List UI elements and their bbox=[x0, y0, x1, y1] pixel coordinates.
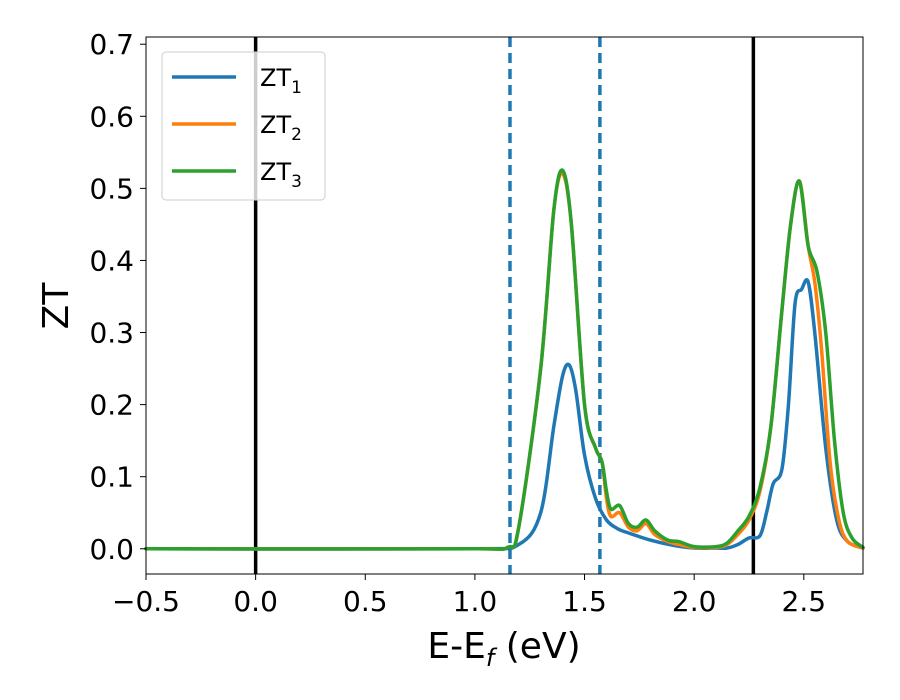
x-tick-label-5: 2.0 bbox=[672, 585, 717, 618]
y-tick-label-6: 0.6 bbox=[89, 100, 134, 133]
x-tick-label-3: 1.0 bbox=[453, 585, 498, 618]
y-axis: 0.0 0.1 0.2 0.3 0.4 0.5 0.6 0.7 bbox=[89, 28, 146, 566]
y-tick-label-4: 0.4 bbox=[89, 244, 134, 277]
x-tick-label-2: 0.5 bbox=[343, 585, 388, 618]
legend: ZT1 ZT2 ZT3 bbox=[161, 51, 326, 201]
x-tick-label-1: 0.0 bbox=[233, 585, 278, 618]
series-line-3 bbox=[144, 168, 865, 552]
plot-frame bbox=[145, 36, 864, 575]
y-tick-label-3: 0.3 bbox=[89, 317, 134, 350]
x-tick-label-0: −0.5 bbox=[112, 585, 180, 618]
series-lines bbox=[144, 168, 865, 552]
x-axis-title: E-Ef (eV) bbox=[427, 626, 580, 672]
y-axis-title: ZT bbox=[36, 282, 77, 330]
y-tick-label-5: 0.5 bbox=[89, 172, 134, 205]
x-tick-label-6: 2.5 bbox=[782, 585, 827, 618]
y-tick-label-2: 0.2 bbox=[89, 389, 134, 422]
legend-label-3: ZT3 bbox=[260, 158, 302, 192]
x-axis: −0.5 0.0 0.5 1.0 1.5 2.0 2.5 bbox=[112, 574, 826, 618]
legend-box bbox=[161, 51, 326, 201]
x-tick-label-4: 1.5 bbox=[562, 585, 607, 618]
legend-label-1: ZT1 bbox=[260, 64, 302, 98]
y-tick-label-1: 0.1 bbox=[89, 461, 134, 494]
legend-label-2: ZT2 bbox=[260, 111, 302, 145]
y-tick-label-0: 0.0 bbox=[89, 533, 134, 566]
y-tick-label-7: 0.7 bbox=[89, 28, 134, 61]
